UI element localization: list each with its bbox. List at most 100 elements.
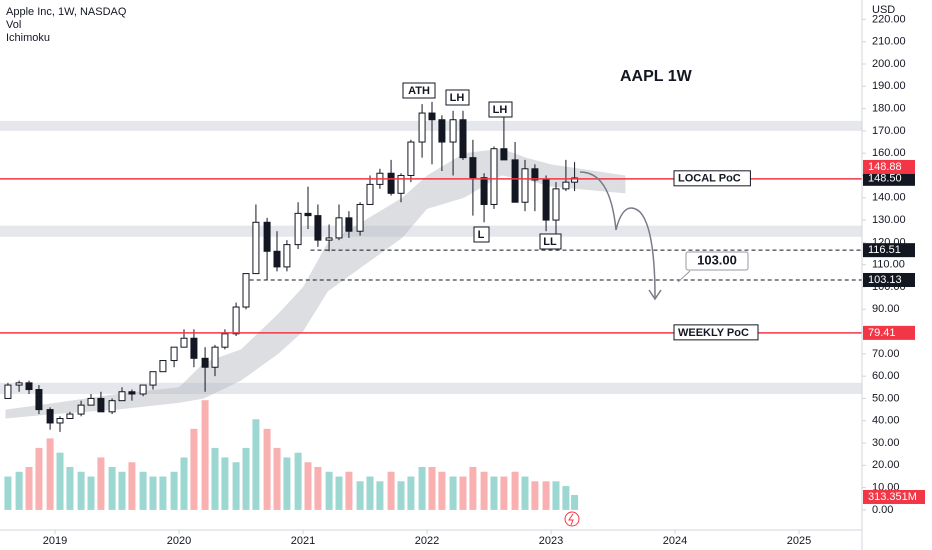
volume-bar xyxy=(531,481,539,510)
event-icon-glyph xyxy=(568,513,574,526)
arrow-head xyxy=(648,289,662,301)
volume-bar xyxy=(35,447,43,510)
volume-bar xyxy=(469,466,477,510)
volume-bar xyxy=(139,471,147,510)
volume-bar xyxy=(480,471,488,510)
y-tick-label: 90.00 xyxy=(872,303,900,315)
candle-body xyxy=(66,413,74,420)
annotation-text: L xyxy=(478,229,485,241)
price-label: 116.51 xyxy=(868,244,901,256)
annotation-text: LH xyxy=(493,104,508,116)
price-label: 148.50 xyxy=(868,173,902,185)
annotation-text: LL xyxy=(543,236,557,248)
candle-body xyxy=(263,221,271,252)
zone xyxy=(0,120,862,131)
candle-body xyxy=(232,306,240,335)
volume-bar xyxy=(552,481,560,510)
level-label: WEEKLY PoC xyxy=(678,327,749,339)
level-box xyxy=(673,170,751,187)
candle-body xyxy=(4,384,12,399)
annotation: ATH LH LH L LL 103.00 xyxy=(402,82,749,283)
candle-body xyxy=(428,112,436,121)
candle-body xyxy=(480,177,488,205)
x-tick-label: 2024 xyxy=(663,535,687,547)
volume-bar xyxy=(149,476,157,510)
annotation-box xyxy=(488,101,513,118)
candle-body xyxy=(345,217,353,232)
volume-bar xyxy=(273,447,281,510)
candle-body xyxy=(252,221,260,275)
candle-body xyxy=(35,389,43,411)
candle-body xyxy=(201,357,209,368)
volume-bar xyxy=(366,476,374,510)
candle-body xyxy=(180,337,188,348)
volume-bar xyxy=(304,462,312,510)
x-tick-label: 2022 xyxy=(415,535,439,547)
volume-bar xyxy=(500,476,508,510)
volume-bar xyxy=(15,471,23,510)
annotation-text: ATH xyxy=(408,85,430,97)
indicator-label: Vol xyxy=(6,19,21,31)
y-tick-label: 130.00 xyxy=(872,214,906,226)
zone xyxy=(0,225,862,237)
candle-body xyxy=(211,346,219,368)
volume-bar xyxy=(571,494,579,510)
candle-body xyxy=(459,119,467,159)
price-label-bg xyxy=(863,272,915,287)
volume-bar xyxy=(387,471,395,510)
annotation-title: AAPL 1W xyxy=(620,68,693,85)
y-tick-label: 210.00 xyxy=(872,36,906,48)
volume-bar xyxy=(170,471,178,510)
chart-title: Apple Inc, 1W, NASDAQ xyxy=(6,6,127,18)
annotation-box xyxy=(685,251,749,271)
volume-bar xyxy=(325,471,333,510)
last-price-bg xyxy=(863,159,915,174)
volume-bar xyxy=(490,476,498,510)
volume-bar xyxy=(345,471,353,510)
callout-pointer xyxy=(677,270,691,283)
volume-bar xyxy=(294,452,302,510)
candle-body xyxy=(335,217,343,239)
volume-bar xyxy=(397,481,405,510)
volume-bar xyxy=(25,466,33,510)
y-tick-label: 60.00 xyxy=(872,370,900,382)
y-tick-label: 190.00 xyxy=(872,80,906,92)
projection-arrow xyxy=(579,171,656,299)
candle-body xyxy=(56,418,64,424)
volume-label: 313.351M xyxy=(868,491,917,503)
candle-body xyxy=(118,391,126,402)
volume-bar xyxy=(283,457,291,510)
y-tick-label: 70.00 xyxy=(872,348,900,360)
candle-body xyxy=(108,400,116,413)
volume-bar xyxy=(356,481,364,510)
volume-bar xyxy=(314,466,322,510)
volume-bar xyxy=(542,481,550,510)
volume-bar xyxy=(428,466,436,510)
candle-body xyxy=(438,119,446,143)
candle-body xyxy=(521,168,529,203)
volume-bar xyxy=(459,476,467,510)
candle-body xyxy=(356,203,364,232)
volume-bar xyxy=(118,471,126,510)
volume-bar xyxy=(66,466,74,510)
volume-bar xyxy=(77,471,85,510)
volume-bar xyxy=(128,462,136,510)
volume-bar xyxy=(418,466,426,510)
y-tick-label: 20.00 xyxy=(872,459,900,471)
y-tick-label: 50.00 xyxy=(872,392,900,404)
candle-body xyxy=(407,141,415,176)
y-tick-label: 40.00 xyxy=(872,415,900,427)
level-box xyxy=(673,324,759,341)
event-icon[interactable] xyxy=(564,511,580,527)
plot xyxy=(0,101,862,510)
candle-body xyxy=(531,168,539,181)
candle-body xyxy=(449,119,457,143)
candle-body xyxy=(469,157,477,179)
volume-bar xyxy=(180,457,188,510)
volume-bar xyxy=(201,400,209,510)
price-label: 103.13 xyxy=(868,274,902,286)
candle-body xyxy=(366,183,374,205)
price-label-bg xyxy=(863,243,915,258)
volume-bar xyxy=(108,466,116,510)
y-tick-label: 170.00 xyxy=(872,125,906,137)
